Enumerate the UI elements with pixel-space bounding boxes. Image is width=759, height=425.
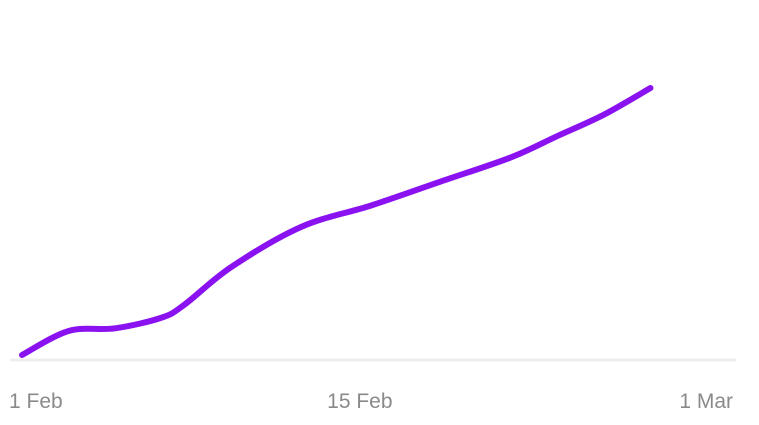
x-tick-label: 1 Mar	[679, 390, 733, 413]
series-line	[19, 85, 654, 358]
x-axis-ticks: 1 Feb 15 Feb 1 Mar	[9, 390, 733, 413]
series-layer	[19, 85, 654, 358]
x-tick-label: 15 Feb	[327, 390, 392, 413]
x-tick-label: 1 Feb	[9, 390, 63, 413]
